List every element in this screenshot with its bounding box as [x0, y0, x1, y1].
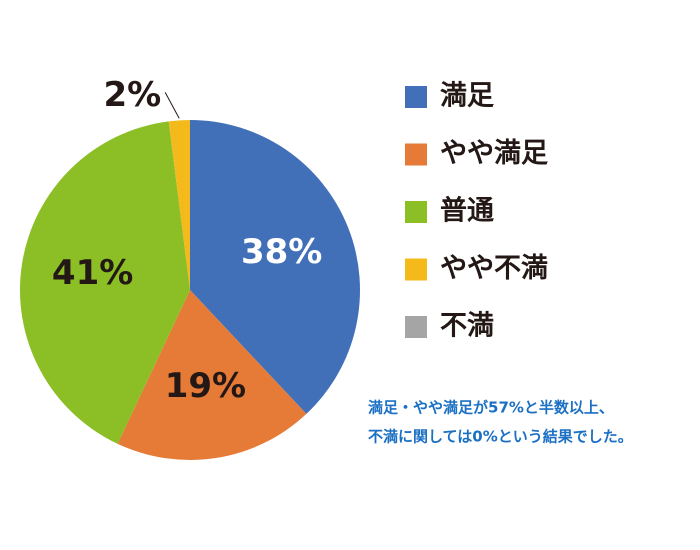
pie-slice [168, 120, 190, 290]
value-label: 41% [52, 253, 133, 293]
value-label: 19% [165, 366, 246, 406]
annotation: 不満に関しては0%という結果でした。 [368, 428, 633, 446]
legend-swatch [405, 201, 427, 223]
legend-swatch [405, 258, 427, 281]
pie-slice [19, 121, 190, 444]
legend-swatch [405, 86, 427, 108]
legend-label: やや不満 [440, 253, 548, 284]
legend-swatch [405, 143, 427, 166]
pie-slice [190, 120, 360, 414]
legend-label: 普通 [440, 195, 494, 227]
legend-swatch [405, 316, 427, 338]
annotation: 満足・やや満足が57%と半数以上、 [368, 399, 614, 417]
pie-slice [117, 290, 307, 460]
value-label: 38% [241, 232, 322, 272]
legend-label: 不満 [440, 311, 494, 342]
leader-line [164, 92, 180, 119]
value-label: 2% [103, 75, 161, 115]
legend-label: やや満足 [440, 138, 548, 169]
legend-label: 満足 [440, 81, 494, 112]
